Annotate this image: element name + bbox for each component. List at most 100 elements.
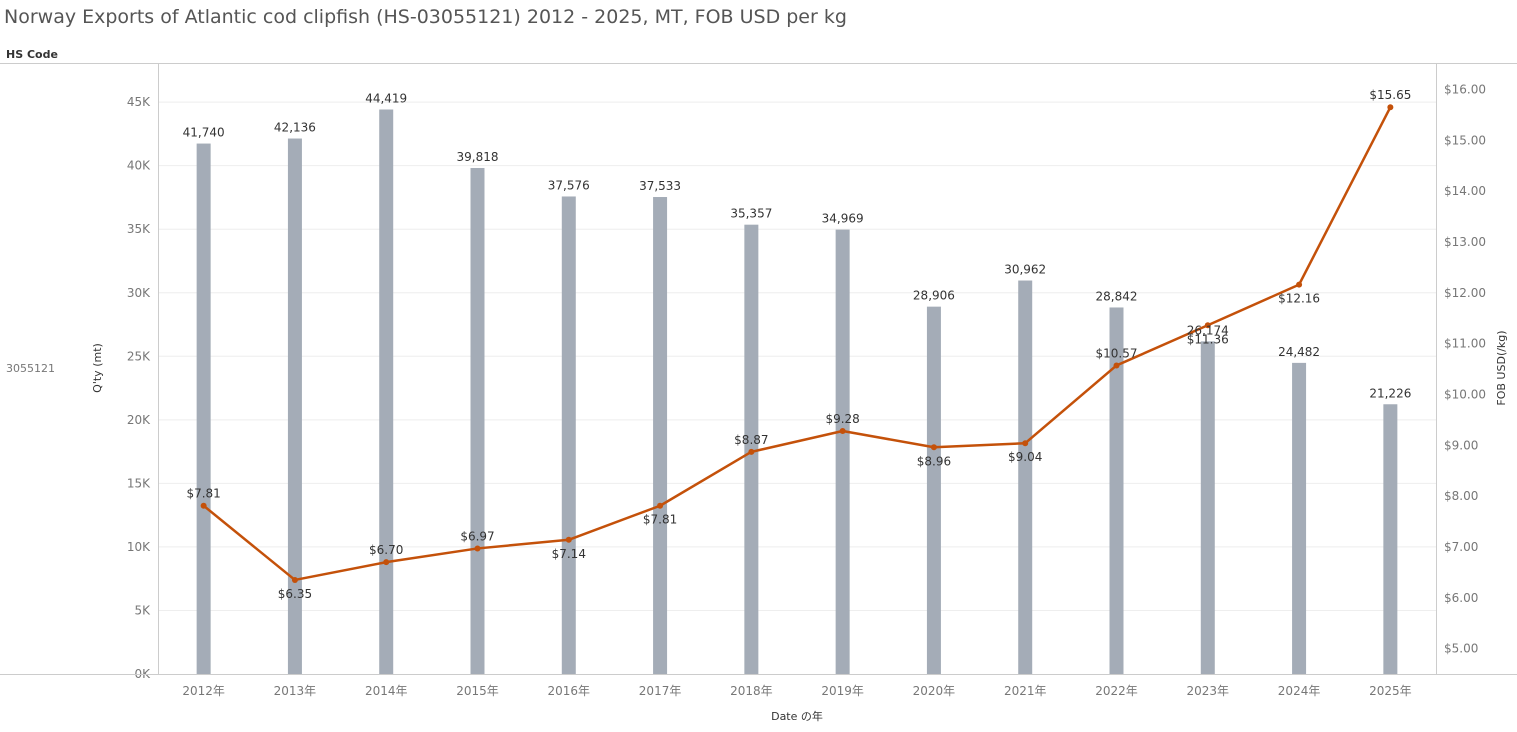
y-tick-label-right: $13.00 [1444,235,1486,249]
bar [470,167,485,674]
price-value-label: $6.70 [369,543,403,557]
bar [653,197,668,674]
price-point [200,502,207,509]
price-value-label: $9.04 [1008,450,1042,464]
price-point [474,545,481,552]
bar-value-label: 39,818 [457,150,499,164]
bar-value-label: 21,226 [1369,386,1411,400]
y-tick-label-left: 20K [127,413,151,427]
y-tick-label-right: $10.00 [1444,387,1486,401]
bar-value-label: 30,962 [1004,263,1046,277]
x-tick-label: 2025年 [1369,684,1412,698]
price-point [1204,322,1211,329]
price-value-label: $6.97 [460,529,494,543]
price-value-label: $8.87 [734,433,768,447]
bar [287,138,302,674]
x-tick-label: 2023年 [1187,684,1230,698]
price-point [383,559,390,566]
price-value-label: $8.96 [917,454,951,468]
bar-value-label: 41,740 [183,126,225,140]
price-point [657,502,664,509]
price-value-label: $9.28 [825,412,859,426]
price-value-label: $11.36 [1187,332,1229,346]
x-tick-label: 2013年 [274,684,317,698]
bar [1383,404,1398,674]
y-axis-title-right: FOB USD(/kg) [1495,330,1508,405]
chart-title: Norway Exports of Atlantic cod clipfish … [4,6,847,28]
bar [1109,307,1124,674]
price-point [930,444,937,451]
price-point [1296,281,1303,288]
y-tick-label-right: $7.00 [1444,540,1478,554]
axes: 0K5K10K15K20K25K30K35K40K45K$5.00$6.00$7… [0,64,1517,698]
x-tick-label: 2012年 [182,684,225,698]
y-tick-label-left: 25K [127,349,151,363]
row-label-hs-code: 3055121 [6,362,55,375]
y-tick-label-left: 35K [127,222,151,236]
price-value-label: $7.81 [186,487,220,501]
gridlines [158,101,1436,611]
x-tick-label: 2017年 [639,684,682,698]
row-header: HS Code [6,48,58,61]
y-tick-label-left: 40K [127,159,151,173]
y-tick-label-right: $15.00 [1444,133,1486,147]
price-point [565,536,572,543]
price-point [1022,440,1029,447]
price-point [1387,104,1394,111]
bar-value-label: 28,842 [1096,289,1138,303]
y-tick-label-left: 15K [127,476,151,490]
x-tick-label: 2021年 [1004,684,1047,698]
data-labels: 41,740 42,136 44,419 39,818 37,576 37,533 35,3… [183,88,1412,601]
bar [1292,362,1307,674]
bar-value-label: 44,419 [365,92,407,106]
y-tick-label-left: 30K [127,286,151,300]
price-value-label: $7.14 [552,547,586,561]
bar-value-label: 35,357 [730,207,772,221]
x-tick-label: 2019年 [821,684,864,698]
bar-value-label: 42,136 [274,121,316,135]
bar [561,196,576,674]
bar-value-label: 28,906 [913,289,955,303]
price-point [748,448,755,455]
y-tick-label-left: 10K [127,540,151,554]
y-tick-label-right: $12.00 [1444,286,1486,300]
x-axis-title: Date の年 [771,709,823,723]
price-line [202,106,1392,582]
bar [1200,341,1215,674]
bar [926,306,941,674]
price-point [291,576,298,583]
price-point [839,428,846,435]
y-axis-title-left: Q'ty (mt) [91,343,104,393]
price-point [1113,362,1120,369]
price-value-label: $10.57 [1096,346,1138,360]
bar-value-label: 26,174 [1187,323,1229,337]
price-value-label: $12.16 [1278,292,1320,306]
y-tick-label-right: $6.00 [1444,591,1478,605]
x-tick-label: 2015年 [456,684,499,698]
x-tick-label: 2016年 [548,684,591,698]
y-tick-label-left: 45K [127,95,151,109]
price-value-label: $6.35 [278,587,312,601]
bar [196,143,211,674]
y-tick-label-right: $16.00 [1444,82,1486,96]
y-tick-label-right: $5.00 [1444,642,1478,656]
line-series [200,104,1394,583]
y-tick-label-right: $9.00 [1444,438,1478,452]
bar-value-label: 37,533 [639,179,681,193]
x-tick-label: 2014年 [365,684,408,698]
bar [1018,280,1033,674]
bar-value-label: 34,969 [822,212,864,226]
y-tick-label-left: 5K [134,603,151,617]
y-tick-label-right: $14.00 [1444,184,1486,198]
y-tick-label-right: $8.00 [1444,489,1478,503]
bar [379,109,394,674]
bar [835,229,850,674]
bar-value-label: 37,576 [548,178,590,192]
bar-series [196,109,1398,675]
x-tick-label: 2018年 [730,684,773,698]
x-tick-label: 2022年 [1095,684,1138,698]
x-tick-label: 2024年 [1278,684,1321,698]
x-tick-label: 2020年 [913,684,956,698]
bar-value-label: 24,482 [1278,345,1320,359]
